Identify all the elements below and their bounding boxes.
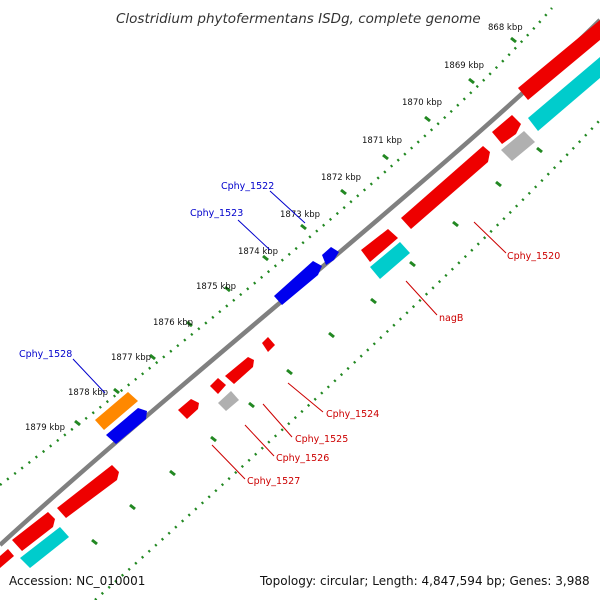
label-leaders bbox=[72, 190, 507, 480]
tick-label: 1870 kbp bbox=[402, 98, 442, 108]
tick-label: 1877 kbp bbox=[111, 353, 151, 363]
gene-cphy-1524b[interactable] bbox=[262, 337, 275, 352]
gene-cphy-1526[interactable] bbox=[218, 391, 239, 411]
gene-red-top-1[interactable] bbox=[518, 20, 600, 100]
gene-cphy-1529[interactable] bbox=[106, 408, 147, 444]
tick-label: 1879 kbp bbox=[25, 423, 65, 433]
leader-cphy-1527 bbox=[211, 444, 246, 480]
tick-label: 1873 kbp bbox=[280, 210, 320, 220]
leader-cphy-1525 bbox=[262, 403, 293, 438]
tick-label: 1872 kbp bbox=[321, 173, 361, 183]
tick-label: 1874 kbp bbox=[238, 247, 278, 257]
gene-nagb[interactable] bbox=[370, 242, 410, 279]
other-features bbox=[20, 57, 600, 568]
tick-label: 1875 kbp bbox=[196, 282, 236, 292]
label-nagb[interactable]: nagB bbox=[439, 313, 463, 324]
tick-labels: 868 kbp 1869 kbp 1870 kbp 1871 kbp 1872 … bbox=[25, 23, 523, 433]
gene-cphy-1523[interactable] bbox=[274, 261, 322, 305]
reverse-strand-features bbox=[0, 20, 600, 568]
label-cphy-1525[interactable]: Cphy_1525 bbox=[295, 434, 348, 445]
accession-text: Accession: NC_010001 bbox=[9, 574, 146, 588]
tick-ring-inner bbox=[91, 119, 600, 600]
gene-cyan-top[interactable] bbox=[528, 57, 600, 131]
label-cphy-1528[interactable]: Cphy_1528 bbox=[19, 349, 72, 360]
genome-summary-text: Topology: circular; Length: 4,847,594 bp… bbox=[260, 574, 590, 588]
tick-ring-outer bbox=[0, 7, 553, 486]
gene-gray-top[interactable] bbox=[501, 131, 535, 161]
gene-cphy-1525[interactable] bbox=[210, 378, 226, 394]
leader-cphy-1522 bbox=[269, 190, 306, 224]
gene-cphy-1527[interactable] bbox=[178, 399, 199, 419]
label-cphy-1522[interactable]: Cphy_1522 bbox=[221, 181, 274, 192]
leader-nagb bbox=[405, 280, 438, 316]
tick-label: 1876 kbp bbox=[153, 318, 193, 328]
gene-red-top-2[interactable] bbox=[492, 115, 521, 144]
gene-cphy-1528[interactable] bbox=[95, 392, 138, 430]
tick-label: 1869 kbp bbox=[444, 61, 484, 71]
label-cphy-1527[interactable]: Cphy_1527 bbox=[247, 476, 300, 487]
map-title: Clostridium phytofermentans ISDg, comple… bbox=[116, 11, 481, 27]
gene-labels: Cphy_1522 Cphy_1523 Cphy_1528 Cphy_1520 … bbox=[19, 181, 560, 487]
label-cphy-1524[interactable]: Cphy_1524 bbox=[326, 409, 379, 420]
tick-label: 1878 kbp bbox=[68, 388, 108, 398]
leader-cphy-1523 bbox=[237, 219, 271, 251]
gene-red-bottom-3[interactable] bbox=[0, 549, 14, 568]
label-cphy-1520[interactable]: Cphy_1520 bbox=[507, 251, 560, 262]
gene-cphy-1520[interactable] bbox=[401, 146, 490, 229]
gene-cphy-1522[interactable] bbox=[322, 247, 339, 265]
gene-cphy-1524[interactable] bbox=[225, 357, 254, 384]
gene-cyan-bottom[interactable] bbox=[20, 527, 69, 568]
gene-red-near-nagb[interactable] bbox=[361, 229, 398, 262]
leader-cphy-1526 bbox=[244, 424, 275, 457]
tick-label: 1871 kbp bbox=[362, 136, 402, 146]
forward-strand-features bbox=[95, 247, 339, 444]
gene-red-bottom-2[interactable] bbox=[12, 512, 55, 551]
leader-cphy-1528 bbox=[72, 358, 106, 394]
gene-red-bottom-1[interactable] bbox=[57, 465, 119, 518]
tick-label: 868 kbp bbox=[488, 23, 523, 33]
label-cphy-1526[interactable]: Cphy_1526 bbox=[276, 453, 329, 464]
leader-cphy-1520 bbox=[473, 221, 507, 254]
leader-cphy-1524 bbox=[287, 382, 324, 413]
label-cphy-1523[interactable]: Cphy_1523 bbox=[190, 208, 243, 219]
